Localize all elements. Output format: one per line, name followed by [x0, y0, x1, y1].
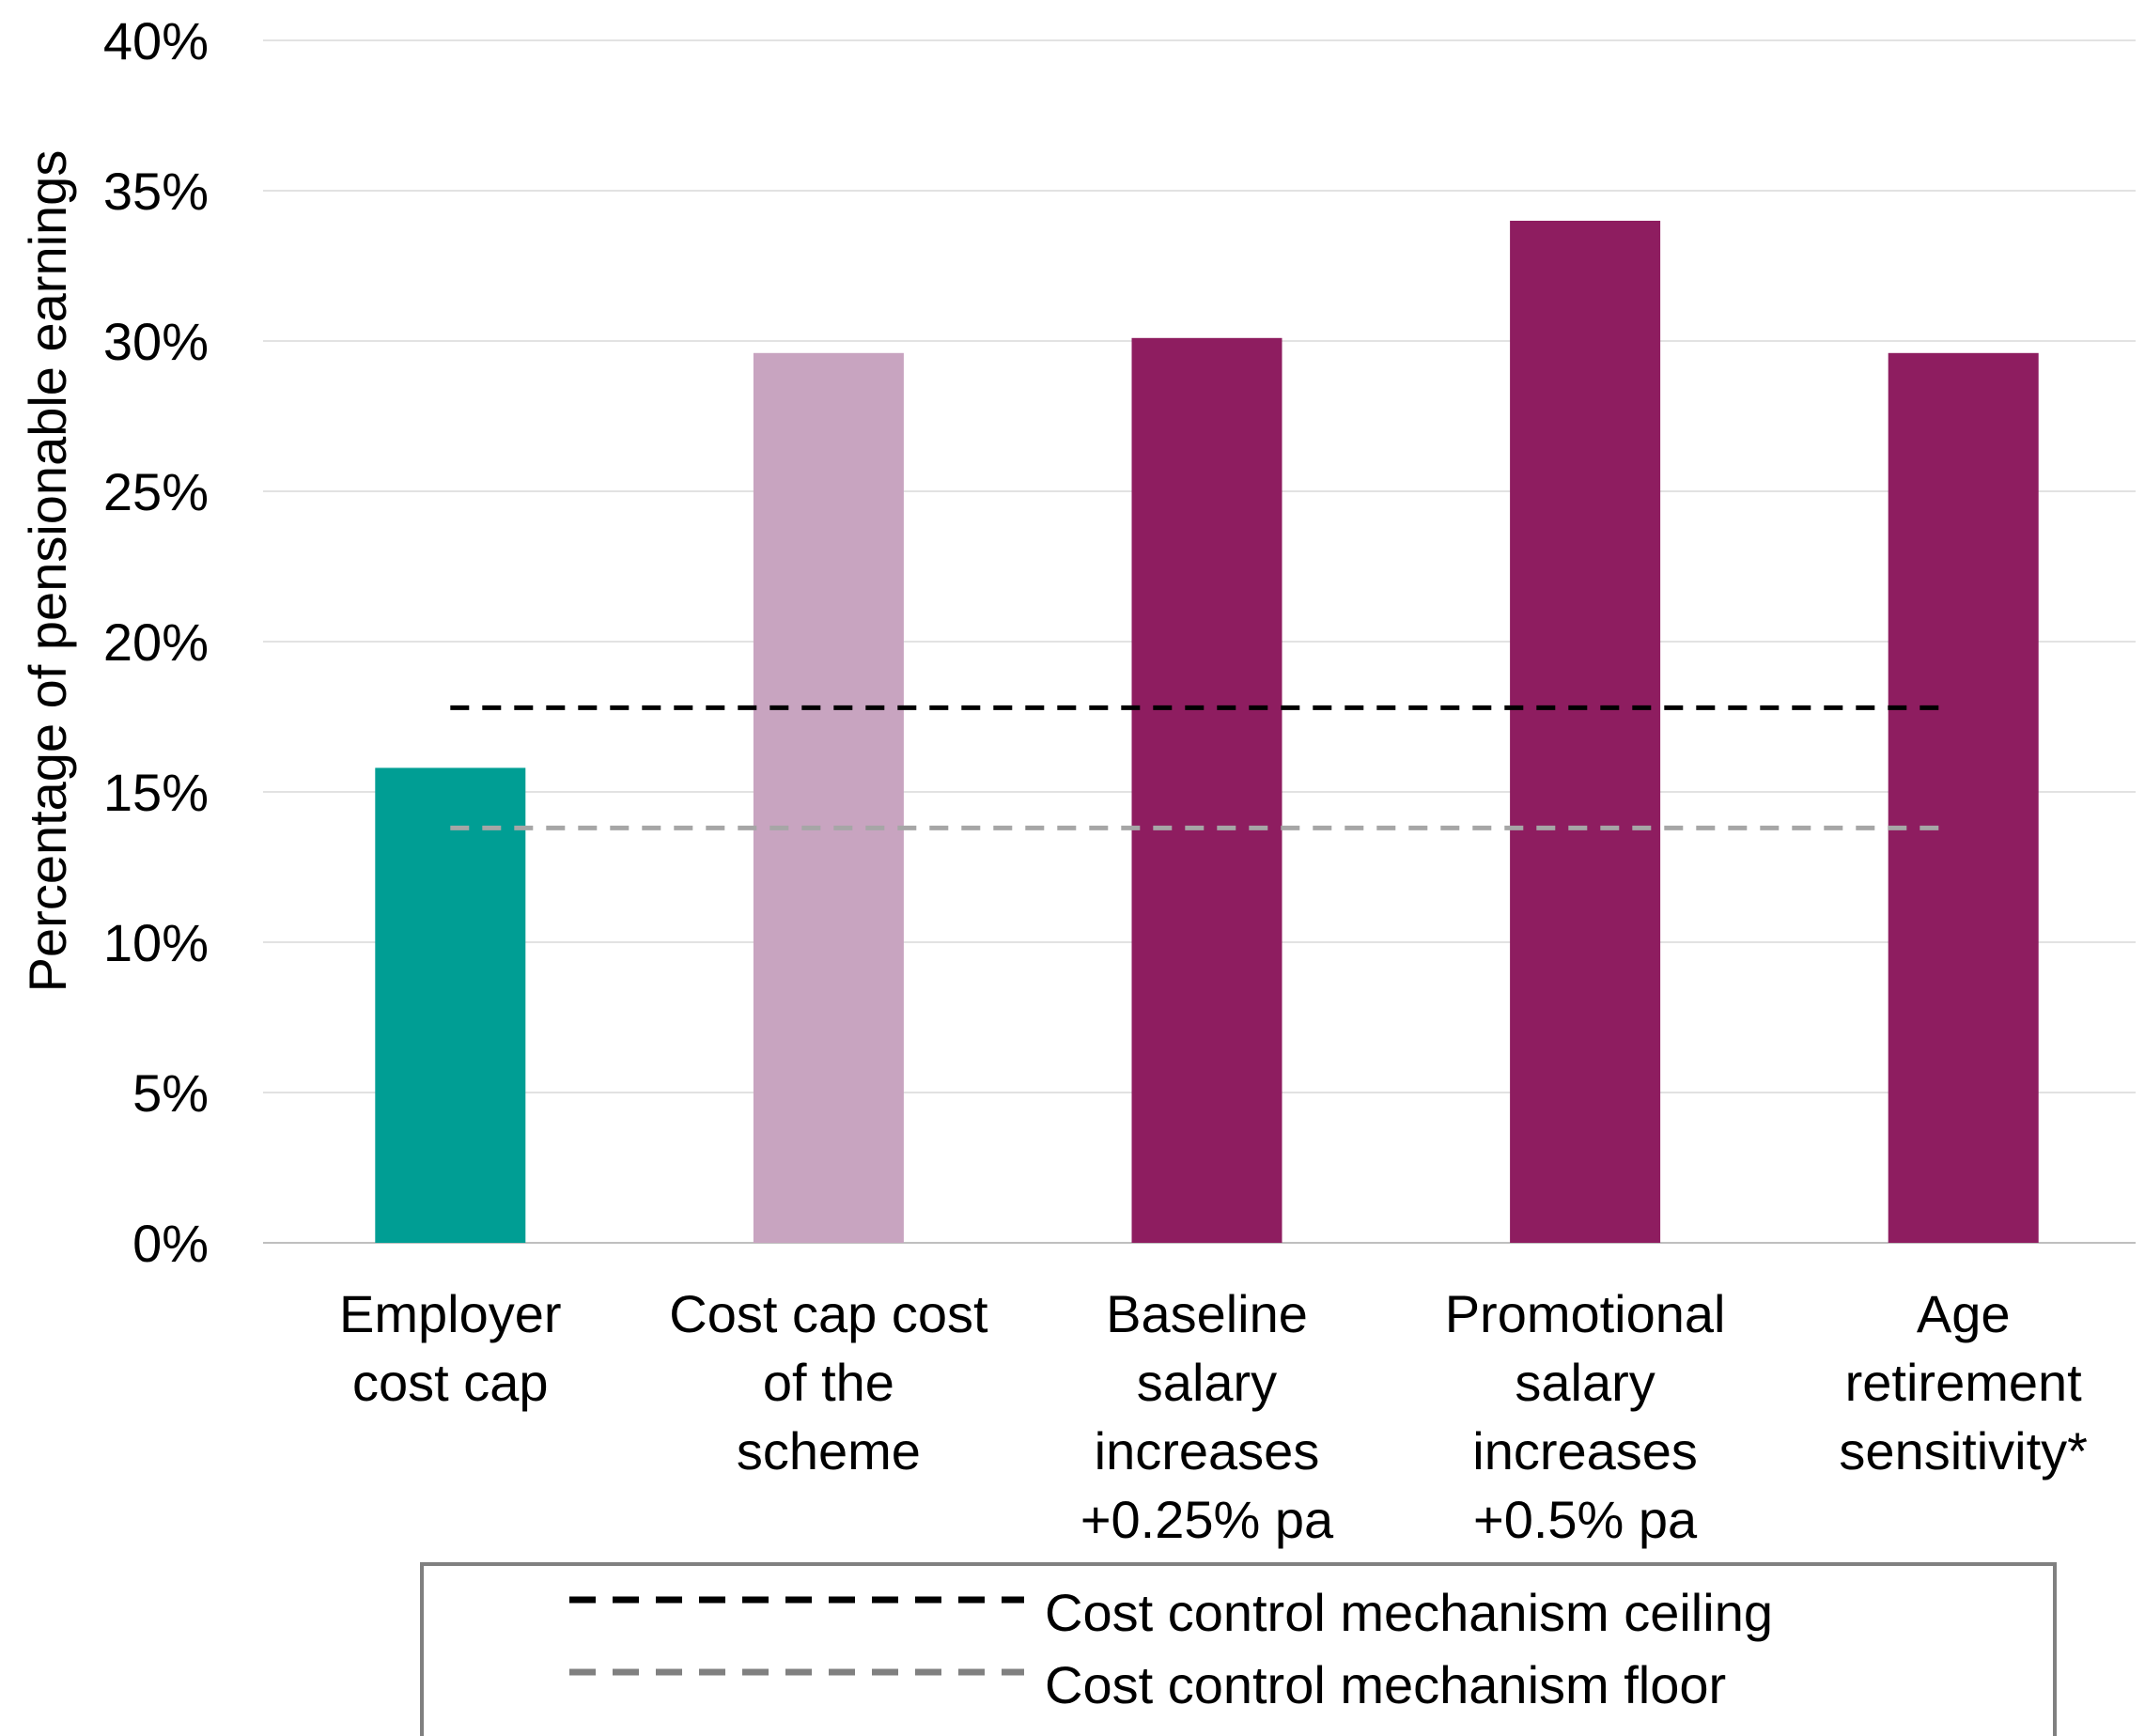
x-tick-label: Promotional salary increases +0.5% pa: [1445, 1284, 1726, 1549]
y-tick-label: 0%: [132, 1214, 209, 1273]
bar: [753, 352, 904, 1243]
reference-lines: [450, 705, 1950, 830]
bar: [1510, 221, 1661, 1243]
y-tick-label: 15%: [103, 763, 209, 822]
x-tick-label: Cost cap cost of the scheme: [669, 1284, 988, 1480]
bar: [1131, 337, 1282, 1243]
y-tick-label: 10%: [103, 913, 209, 972]
legend-label: Cost control mechanism ceiling: [1045, 1583, 1773, 1642]
x-tick-label: Employer cost cap: [339, 1284, 562, 1412]
x-tick-label: Baseline salary increases +0.25% pa: [1080, 1284, 1334, 1549]
bar: [1888, 352, 2039, 1243]
y-axis-ticks: 0% 5% 10% 15% 20% 25% 30% 35% 40%: [103, 11, 209, 1273]
y-tick-label: 5%: [132, 1063, 209, 1123]
x-axis-labels: Employer cost cap Cost cap cost of the schem…: [339, 1284, 2088, 1549]
y-tick-label: 20%: [103, 612, 209, 672]
y-tick-label: 40%: [103, 11, 209, 70]
legend-label: Cost control mechanism floor: [1045, 1655, 1726, 1714]
legend: Cost control mechanism ceiling Cost contr…: [420, 1562, 2057, 1736]
y-tick-label: 25%: [103, 462, 209, 521]
y-tick-label: 30%: [103, 312, 209, 371]
legend-box: [420, 1562, 2057, 1736]
x-tick-label: Age retirement sensitivity*: [1839, 1284, 2088, 1480]
bar: [375, 767, 526, 1243]
y-axis-label: Percentage of pensionable earnings: [18, 150, 77, 993]
bars: [375, 221, 2039, 1243]
y-tick-label: 35%: [103, 162, 209, 221]
